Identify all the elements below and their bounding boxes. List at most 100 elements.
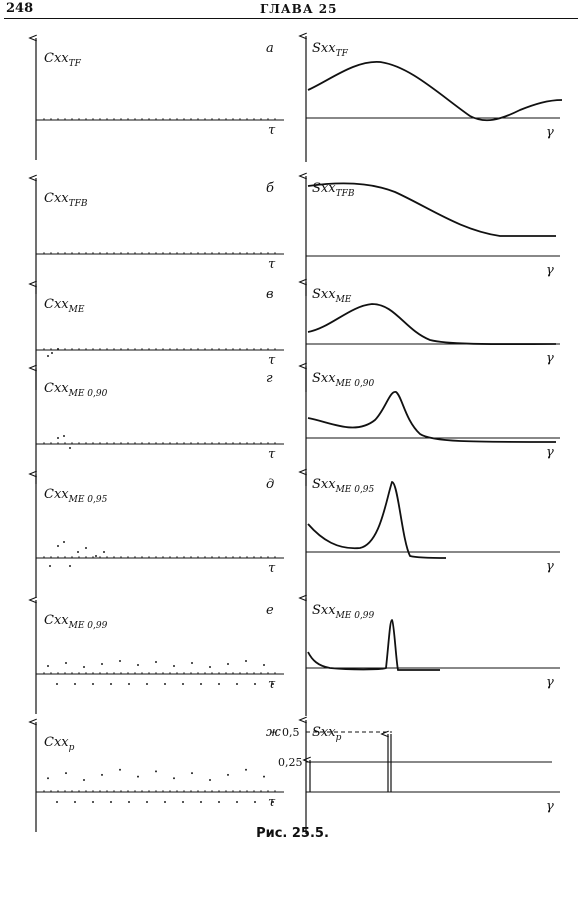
- c-dot: [146, 801, 148, 803]
- c-dot: [176, 252, 178, 254]
- c-dot: [83, 779, 85, 781]
- c-dot: [92, 683, 94, 685]
- c-dot: [137, 664, 139, 666]
- spectrum-curve: [307, 481, 447, 559]
- c-dot: [211, 790, 213, 792]
- c-dot: [239, 348, 241, 350]
- c-dot: [227, 663, 229, 665]
- c-dot: [232, 348, 234, 350]
- c-dot: [43, 672, 45, 674]
- c-dot: [64, 556, 66, 558]
- c-dot: [190, 556, 192, 558]
- c-dot: [120, 442, 122, 444]
- c-dot: [218, 683, 220, 685]
- c-dot: [253, 672, 255, 674]
- gamma-label: γ: [546, 445, 554, 460]
- c-dot: [77, 551, 79, 553]
- c-dot: [209, 779, 211, 781]
- c-dot: [190, 348, 192, 350]
- c-dot: [274, 556, 276, 558]
- c-dot: [49, 565, 51, 567]
- c-dot: [99, 442, 101, 444]
- c-dot: [110, 683, 112, 685]
- c-dot: [71, 118, 73, 120]
- c-dot: [260, 790, 262, 792]
- c-dot: [99, 672, 101, 674]
- c-dot: [148, 442, 150, 444]
- c-dot: [50, 672, 52, 674]
- c-dot: [197, 252, 199, 254]
- c-dot: [274, 348, 276, 350]
- c-dot: [120, 118, 122, 120]
- c-dot: [50, 790, 52, 792]
- c-dot: [164, 801, 166, 803]
- c-dot: [148, 556, 150, 558]
- c-dot: [253, 348, 255, 350]
- c-dot: [246, 556, 248, 558]
- c-dot: [50, 556, 52, 558]
- c-dot: [190, 672, 192, 674]
- c-dot: [110, 801, 112, 803]
- c-dot: [162, 790, 164, 792]
- c-dot: [78, 442, 80, 444]
- s-axis-label: Sxxp: [312, 725, 342, 743]
- spectrum-curve: [307, 303, 557, 345]
- c-dot: [85, 547, 87, 549]
- c-dot: [64, 790, 66, 792]
- page-number: 248: [6, 1, 34, 16]
- c-dot: [113, 348, 115, 350]
- c-dot: [57, 556, 59, 558]
- c-dot: [183, 790, 185, 792]
- c-dot: [183, 672, 185, 674]
- c-dot: [63, 541, 65, 543]
- c-dot: [176, 556, 178, 558]
- c-dot: [225, 790, 227, 792]
- c-dot: [50, 348, 52, 350]
- c-dot: [137, 775, 139, 778]
- c-dot: [267, 348, 269, 350]
- c-dot: [218, 801, 220, 803]
- tau-label: τ: [268, 677, 276, 692]
- c-dot: [83, 666, 85, 668]
- c-dot: [190, 252, 192, 254]
- c-axis-label: CxxME 0,99: [44, 613, 108, 631]
- c-dot: [183, 118, 185, 120]
- c-dot: [211, 442, 213, 444]
- c-dot: [162, 556, 164, 558]
- c-dot: [92, 252, 94, 254]
- s-axis-label: SxxME 0,95: [312, 477, 375, 495]
- c-dot: [71, 556, 73, 558]
- c-dot: [239, 790, 241, 792]
- c-dot: [260, 672, 262, 674]
- c-dot: [106, 442, 108, 444]
- c-dot: [169, 790, 171, 792]
- c-dot: [43, 790, 45, 792]
- c-dot: [204, 348, 206, 350]
- c-dot: [106, 118, 108, 120]
- c-dot: [232, 118, 234, 120]
- c-dot: [227, 773, 229, 776]
- c-dot: [56, 683, 58, 685]
- c-dot: [182, 801, 184, 803]
- c-dot: [204, 118, 206, 120]
- panel-6: Cxxp τ ж Sxxp γ: [36, 720, 560, 834]
- c-dot: [134, 348, 136, 350]
- panel-letter: б: [266, 181, 274, 196]
- c-dot: [211, 556, 213, 558]
- c-dot: [64, 348, 66, 350]
- c-dot: [134, 672, 136, 674]
- gamma-label: γ: [546, 125, 554, 140]
- c-dot: [106, 556, 108, 558]
- c-dot: [99, 790, 101, 792]
- spectrum-curve: [307, 61, 563, 122]
- c-dot: [85, 556, 87, 558]
- c-dot: [204, 790, 206, 792]
- c-dot: [183, 252, 185, 254]
- c-dot: [120, 252, 122, 254]
- c-dot: [225, 556, 227, 558]
- c-dot: [127, 252, 129, 254]
- panel-0: CxxTF τ а SxxTF γ: [36, 36, 563, 162]
- c-dot: [245, 660, 247, 662]
- panel-letter: ж: [266, 725, 281, 740]
- c-dot: [232, 672, 234, 674]
